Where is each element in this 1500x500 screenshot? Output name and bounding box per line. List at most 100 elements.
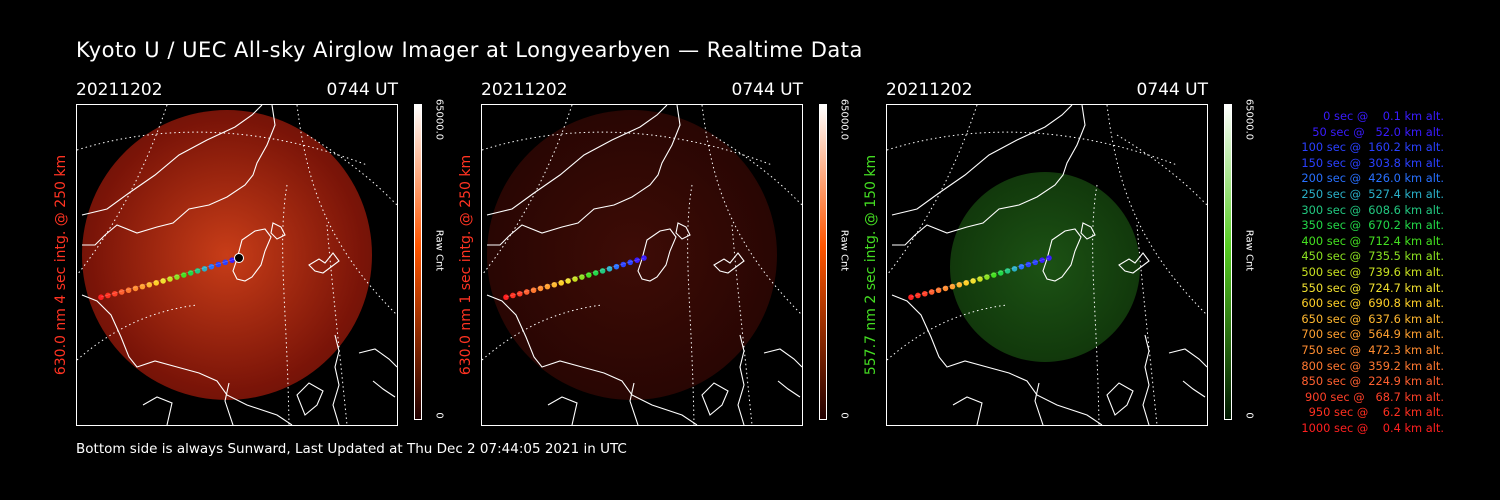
colorbar-unit-label: Raw Cnt <box>1243 229 1255 272</box>
page-title: Kyoto U / UEC All-sky Airglow Imager at … <box>76 38 863 62</box>
trajectory-point <box>935 287 942 294</box>
trajectory-point <box>928 289 935 295</box>
trajectory-point <box>1039 257 1045 263</box>
trajectory-point <box>222 259 228 266</box>
panel-time: 0744 UT <box>1136 80 1209 100</box>
trajectory-point <box>572 276 578 282</box>
legend-row: 550 sec @ 724.7 km alt. <box>1297 280 1444 295</box>
trajectory-point <box>112 290 118 297</box>
trajectory-point <box>517 290 523 297</box>
airglow-disk <box>950 172 1140 362</box>
legend-row: 500 sec @ 739.6 km alt. <box>1297 264 1444 279</box>
colorbar <box>414 104 422 420</box>
legend-row: 750 sec @ 472.3 km alt. <box>1297 342 1444 357</box>
legend-row: 900 sec @ 68.7 km alt. <box>1301 389 1444 404</box>
trajectory-point <box>105 292 111 299</box>
trajectory-point <box>599 268 606 274</box>
panel-ylabel: 630.0 nm 4 sec intg. @ 250 km <box>53 154 69 376</box>
trajectory-point <box>991 272 997 278</box>
legend-row: 400 sec @ 712.4 km alt. <box>1297 233 1444 248</box>
colorbar <box>819 104 827 420</box>
trajectory-point <box>1032 259 1038 266</box>
trajectory-point <box>613 263 620 270</box>
trajectory-point <box>187 270 194 276</box>
panel-time: 0744 UT <box>731 80 804 100</box>
trajectory-point <box>153 280 159 286</box>
legend-row: 50 sec @ 52.0 km alt. <box>1305 124 1444 139</box>
trajectory-point <box>915 292 921 299</box>
altitude-legend: 0 sec @ 0.1 km alt. 50 sec @ 52.0 km alt… <box>1262 109 1444 436</box>
trajectory-point <box>551 281 558 288</box>
launch-marker <box>234 253 244 263</box>
trajectory-point <box>956 281 963 288</box>
trajectory-point <box>160 278 166 284</box>
colorbar <box>1224 104 1232 420</box>
allsky-image <box>886 104 1208 426</box>
panel-630-4sec: 20211202 0744 UT 630.0 nm 4 sec intg. @ … <box>53 80 445 430</box>
colorbar-max-label: 65000.0 <box>1243 98 1255 141</box>
trajectory-point <box>510 292 516 299</box>
legend-row: 250 sec @ 527.4 km alt. <box>1297 186 1444 201</box>
trajectory-point <box>942 285 949 292</box>
trajectory-point <box>201 265 208 272</box>
trajectory-point <box>606 265 613 272</box>
trajectory-point <box>118 289 125 295</box>
trajectory-point <box>949 283 956 290</box>
colorbar-min-label: 0 <box>838 412 850 419</box>
trajectory-point <box>1046 255 1052 261</box>
trajectory-point <box>229 257 235 263</box>
trajectory-point <box>146 281 153 288</box>
trajectory-point <box>634 257 640 263</box>
panel-date: 20211202 <box>886 80 973 100</box>
legend-row: 800 sec @ 359.2 km alt. <box>1297 358 1444 373</box>
legend-row: 450 sec @ 735.5 km alt. <box>1297 249 1444 264</box>
colorbar-min-label: 0 <box>433 412 445 419</box>
legend-row: 950 sec @ 6.2 km alt. <box>1305 405 1444 420</box>
footer-status: Bottom side is always Sunward, Last Upda… <box>76 441 627 457</box>
panel-date: 20211202 <box>481 80 568 100</box>
trajectory-point <box>620 261 627 268</box>
allsky-image <box>76 104 398 426</box>
trajectory-point <box>194 268 201 274</box>
panel-date: 20211202 <box>76 80 163 100</box>
legend-row: 0 sec @ 0.1 km alt. <box>1312 109 1444 123</box>
trajectory-point <box>592 270 599 276</box>
colorbar-unit-label: Raw Cnt <box>838 229 850 272</box>
legend-row: 1000 sec @ 0.4 km alt. <box>1301 420 1444 435</box>
trajectory-point <box>1018 263 1025 270</box>
legend-row: 150 sec @ 303.8 km alt. <box>1297 155 1444 170</box>
trajectory-point <box>922 290 928 297</box>
trajectory-point <box>208 263 215 270</box>
panel-557-2sec: 20211202 0744 UT 557.7 nm 2 sec intg. @ … <box>863 80 1255 430</box>
airglow-disk <box>82 110 372 400</box>
trajectory-point <box>125 287 132 294</box>
colorbar-max-label: 65000.0 <box>433 98 445 141</box>
legend-row: 350 sec @ 670.2 km alt. <box>1297 218 1444 233</box>
trajectory-point <box>1011 265 1018 272</box>
colorbar-max-label: 65000.0 <box>838 98 850 141</box>
trajectory-point <box>565 278 571 284</box>
trajectory-point <box>544 283 551 290</box>
trajectory-point <box>174 274 180 280</box>
panel-ylabel: 630.0 nm 1 sec intg. @ 250 km <box>458 154 474 376</box>
trajectory-point <box>132 285 139 292</box>
legend-row: 850 sec @ 224.9 km alt. <box>1297 374 1444 389</box>
trajectory-point <box>558 280 564 286</box>
trajectory-point <box>215 261 222 268</box>
trajectory-point <box>139 283 146 290</box>
trajectory-point <box>503 294 509 301</box>
trajectory-point <box>1025 261 1032 268</box>
trajectory-point <box>167 276 173 282</box>
trajectory-point <box>530 287 537 294</box>
trajectory-point <box>181 272 187 278</box>
legend-row: 600 sec @ 690.8 km alt. <box>1297 296 1444 311</box>
trajectory-point <box>984 274 990 280</box>
trajectory-point <box>537 285 544 292</box>
trajectory-point <box>1004 268 1011 274</box>
trajectory-point <box>908 294 914 301</box>
legend-row: 650 sec @ 637.6 km alt. <box>1297 311 1444 326</box>
panel-time: 0744 UT <box>326 80 399 100</box>
colorbar-unit-label: Raw Cnt <box>433 229 445 272</box>
trajectory-point <box>98 294 104 301</box>
trajectory-point <box>579 274 585 280</box>
